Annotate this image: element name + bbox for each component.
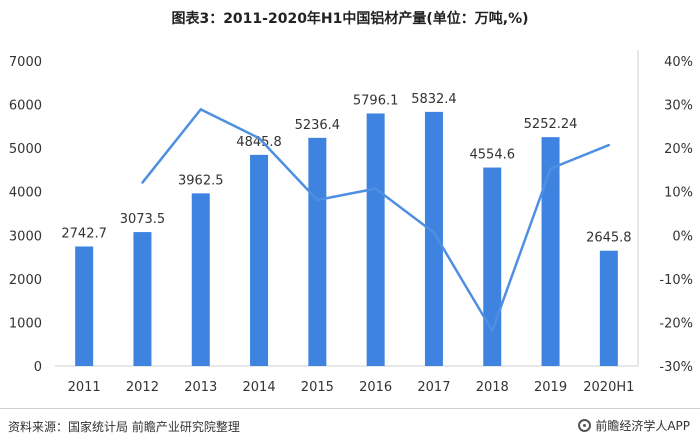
bar-data-label: 4554.6 bbox=[470, 148, 516, 163]
bar bbox=[308, 137, 327, 366]
bar-data-label: 2742.7 bbox=[61, 226, 107, 241]
bar-data-label: 3073.5 bbox=[120, 212, 166, 227]
x-tick-label: 2012 bbox=[126, 380, 159, 395]
growth-rate-point bbox=[141, 181, 144, 184]
x-tick-label: 2013 bbox=[184, 380, 217, 395]
chart-title: 图表3：2011-2020年H1中国铝材产量(单位：万吨,%) bbox=[171, 11, 529, 27]
y-left-tick-label: 5000 bbox=[9, 142, 42, 157]
y-left-tick-label: 2000 bbox=[9, 273, 42, 288]
growth-rate-point bbox=[257, 136, 261, 140]
bar-data-label: 5796.1 bbox=[353, 93, 399, 108]
brand-name: 前瞻经济学人APP bbox=[595, 419, 690, 433]
x-tick-label: 2011 bbox=[68, 380, 101, 395]
growth-rate-point bbox=[374, 187, 377, 190]
brand-logo-icon bbox=[578, 419, 592, 432]
y-right-tick-label: 30% bbox=[664, 99, 693, 114]
x-tick-label: 2014 bbox=[243, 380, 276, 395]
bar-data-label: 2645.8 bbox=[586, 231, 632, 246]
y-left-tick-label: 7000 bbox=[9, 55, 42, 70]
x-tick-label: 2017 bbox=[417, 380, 450, 395]
bar bbox=[133, 232, 152, 366]
growth-rate-point bbox=[549, 167, 552, 170]
bar bbox=[483, 167, 502, 366]
y-left-tick-label: 0 bbox=[34, 360, 42, 375]
growth-rate-point bbox=[316, 198, 319, 202]
y-left-tick-label: 3000 bbox=[9, 229, 42, 244]
bar bbox=[191, 193, 210, 366]
source-note: 资料来源：国家统计局 前瞻产业研究院整理 bbox=[8, 420, 240, 434]
y-right-tick-label: 40% bbox=[664, 55, 693, 70]
x-tick-label: 2018 bbox=[476, 380, 509, 395]
bar bbox=[599, 250, 618, 366]
bar bbox=[424, 111, 443, 367]
bar bbox=[366, 113, 385, 366]
brand: 前瞻经济学人APP bbox=[578, 417, 690, 434]
bar-data-label: 3962.5 bbox=[178, 173, 224, 188]
bar bbox=[75, 246, 94, 366]
growth-rate-point bbox=[199, 108, 202, 111]
bar-data-label: 4845.8 bbox=[236, 135, 282, 150]
y-right-tick-label: 20% bbox=[664, 142, 693, 157]
x-tick-label: 2016 bbox=[359, 380, 392, 395]
y-right-tick-label: -10% bbox=[659, 273, 693, 288]
y-right-tick-label: -30% bbox=[659, 360, 693, 375]
chart-canvas: 0 1000 2000 3000 4000 5000 6000 7000 -30% -20% -10… bbox=[9, 50, 693, 395]
bar bbox=[541, 137, 560, 366]
y-right-tick-label: -20% bbox=[659, 316, 693, 331]
y-left-tick-label: 4000 bbox=[9, 186, 42, 201]
x-tick-label: 2020H1 bbox=[583, 380, 634, 395]
bar-data-label: 5252.24 bbox=[524, 117, 578, 132]
x-tick-label: 2015 bbox=[301, 380, 334, 395]
bar-data-label: 5832.4 bbox=[411, 92, 457, 107]
footer: 资料来源：国家统计局 前瞻产业研究院整理 前瞻经济学人APP bbox=[0, 408, 700, 446]
y-right-tick-label: 0% bbox=[672, 229, 693, 244]
x-tick-label: 2019 bbox=[534, 380, 567, 395]
y-left-tick-label: 1000 bbox=[9, 316, 42, 331]
y-left-tick-label: 6000 bbox=[9, 99, 42, 114]
bar-data-label: 5236.4 bbox=[295, 118, 341, 133]
y-right-tick-label: 10% bbox=[664, 186, 693, 201]
growth-rate-point bbox=[432, 231, 436, 234]
growth-rate-point bbox=[607, 143, 611, 147]
bar bbox=[250, 154, 269, 366]
growth-rate-point bbox=[491, 329, 494, 332]
